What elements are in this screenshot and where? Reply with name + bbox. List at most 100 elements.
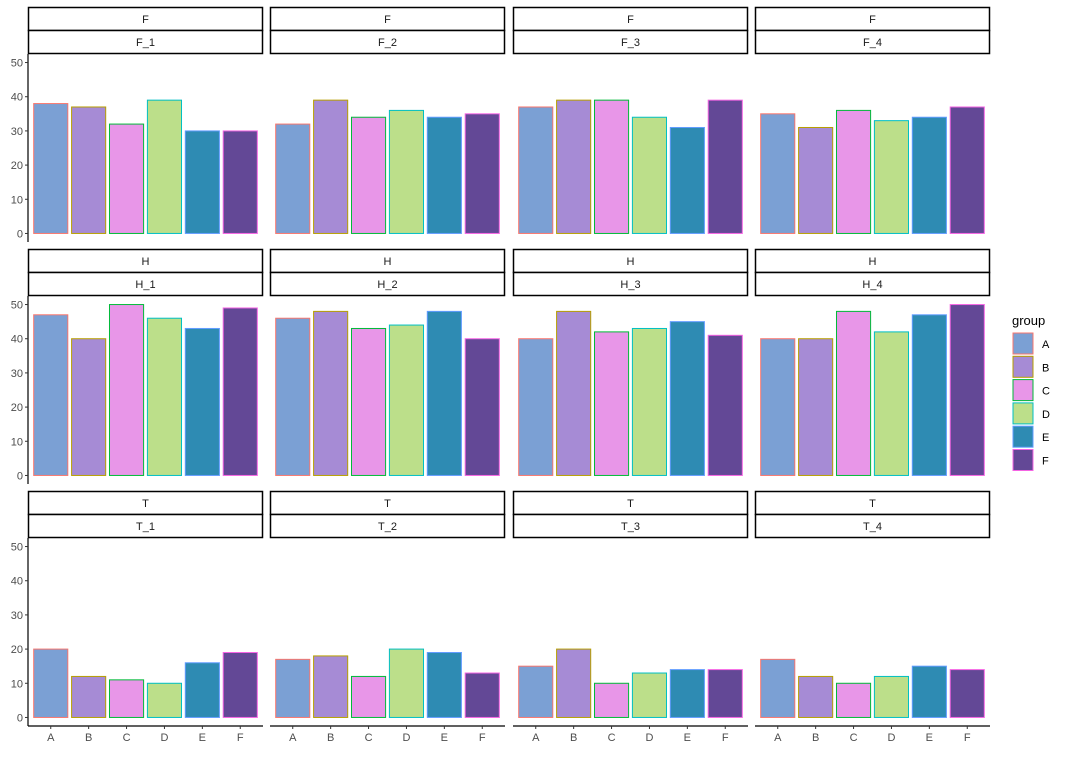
- facet-strip-inner: [754, 271, 991, 297]
- facet-strip-outer-label: H: [142, 256, 150, 268]
- y-tick-label: 40: [11, 576, 23, 588]
- bar-F_3-F: [707, 99, 743, 234]
- facet-strip-outer-label: H: [869, 256, 877, 268]
- facet-strip-outer-label: H: [384, 256, 392, 268]
- y-tick-label: 20: [11, 402, 23, 414]
- legend-label: D: [1042, 409, 1050, 421]
- bar-H_1-D: [146, 317, 183, 476]
- bar-H_3-B: [556, 310, 592, 476]
- legend-label: C: [1042, 386, 1050, 398]
- bar-H_1-E: [184, 327, 220, 476]
- legend-key-F: [1012, 449, 1034, 471]
- bar-F_3-C: [593, 99, 630, 234]
- bar-F_3-A: [518, 106, 554, 234]
- bar-T_1-E: [184, 662, 220, 718]
- x-tick-label: B: [812, 732, 819, 744]
- bar-T_1-F: [222, 652, 258, 718]
- x-tick-label: C: [123, 732, 131, 744]
- legend-label: F: [1042, 456, 1049, 468]
- bar-F_3-B: [556, 99, 592, 234]
- x-tick-label: F: [722, 732, 729, 744]
- legend-key-C: [1012, 379, 1034, 402]
- bar-T_2-D: [388, 648, 425, 718]
- bar-F_3-D: [631, 116, 668, 234]
- x-tick-label: B: [85, 732, 92, 744]
- x-tick-label: F: [237, 732, 244, 744]
- y-tick-label: 10: [11, 678, 23, 690]
- y-tick-label: 50: [11, 58, 23, 70]
- bar-T_1-A: [33, 648, 69, 718]
- x-tick-label: D: [160, 732, 168, 744]
- facet-strip-inner: [27, 271, 264, 297]
- bar-F_2-A: [275, 123, 311, 234]
- facet-strip-inner: [754, 513, 991, 539]
- y-tick-label: 30: [11, 610, 23, 622]
- bar-H_3-A: [518, 338, 554, 476]
- bar-F_4-E: [911, 116, 947, 234]
- bar-F_2-B: [313, 99, 349, 234]
- legend-key-D: [1012, 402, 1034, 425]
- legend-label: B: [1042, 362, 1049, 374]
- bar-F_1-E: [184, 130, 220, 234]
- bar-T_4-A: [760, 658, 796, 718]
- bar-T_4-B: [798, 675, 834, 718]
- bar-F_1-D: [146, 99, 183, 234]
- bar-T_4-F: [949, 669, 985, 718]
- facet-strip-outer-label: H: [627, 256, 635, 268]
- facet-strip-inner-label: T_4: [863, 521, 882, 533]
- y-tick-label: 20: [11, 644, 23, 656]
- x-tick-label: D: [402, 732, 410, 744]
- legend-key-B: [1012, 355, 1034, 378]
- bar-F_2-C: [350, 116, 387, 234]
- bar-H_4-E: [911, 314, 947, 476]
- x-tick-label: C: [365, 732, 373, 744]
- bar-H_3-D: [631, 327, 668, 476]
- bar-F_3-E: [669, 126, 705, 234]
- bar-H_3-C: [593, 331, 630, 476]
- bar-T_4-D: [873, 675, 910, 718]
- y-tick-label: 50: [11, 542, 23, 554]
- facet-strip-inner: [512, 271, 749, 297]
- bar-H_1-B: [71, 338, 107, 476]
- bar-T_2-C: [350, 675, 387, 718]
- bar-H_2-B: [313, 310, 349, 476]
- x-tick-label: E: [926, 732, 933, 744]
- facet-strip-inner-label: H_1: [135, 279, 155, 291]
- facet-strip-inner-label: F_4: [863, 37, 882, 49]
- y-tick-label: 30: [11, 368, 23, 380]
- facet-strip-inner-label: H_2: [377, 279, 397, 291]
- bar-H_2-F: [464, 338, 500, 476]
- bar-F_1-A: [33, 103, 69, 234]
- x-tick-label: B: [327, 732, 334, 744]
- bar-T_4-C: [835, 682, 872, 718]
- bar-T_2-A: [275, 658, 311, 718]
- x-tick-label: C: [850, 732, 858, 744]
- bar-F_4-B: [798, 126, 834, 234]
- bar-T_1-C: [108, 679, 145, 718]
- bar-F_4-C: [835, 109, 872, 234]
- bar-H_1-A: [33, 314, 69, 476]
- x-tick-label: A: [532, 732, 540, 744]
- bar-T_3-D: [631, 672, 668, 718]
- bar-H_4-C: [835, 310, 872, 476]
- bar-F_2-D: [388, 109, 425, 234]
- bar-H_2-E: [426, 310, 462, 476]
- y-tick-label: 40: [11, 334, 23, 346]
- bar-H_4-F: [949, 304, 985, 476]
- bar-H_2-D: [388, 324, 425, 476]
- legend-key-A: [1012, 332, 1034, 355]
- bar-T_2-F: [464, 672, 500, 718]
- bar-F_4-D: [873, 120, 910, 234]
- bar-F_4-F: [949, 106, 985, 234]
- facet-strip-inner-label: T_2: [378, 521, 397, 533]
- x-tick-label: D: [887, 732, 895, 744]
- bar-H_2-C: [350, 327, 387, 476]
- facet-strip-inner-label: T_1: [136, 521, 155, 533]
- legend-label: E: [1042, 432, 1049, 444]
- bar-T_3-A: [518, 665, 554, 718]
- facet-strip-outer-label: T: [627, 498, 634, 510]
- y-tick-label: 0: [17, 470, 23, 482]
- facet-strip-inner-label: F_1: [136, 37, 155, 49]
- facet-strip-inner: [269, 513, 506, 539]
- facet-strip-inner-label: T_3: [621, 521, 640, 533]
